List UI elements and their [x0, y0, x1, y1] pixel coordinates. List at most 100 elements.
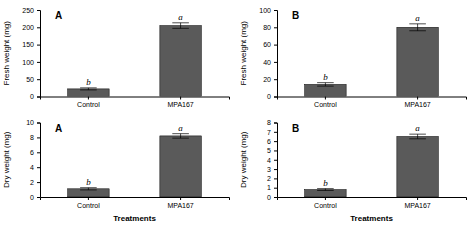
x-axis: ControlMPA167: [278, 197, 467, 209]
y-tick: 3: [267, 166, 277, 173]
marks: [305, 24, 439, 97]
y-tick-label: 20: [263, 76, 271, 83]
annotation: a: [415, 123, 420, 133]
y-tick-label: 4: [30, 164, 34, 171]
error-line: [180, 134, 181, 138]
error-cap: [172, 28, 189, 29]
error-line: [417, 134, 418, 139]
error-cap: [80, 187, 97, 188]
y-tick: 0: [30, 93, 40, 100]
annotation: b: [86, 77, 91, 87]
y-tick-mark: [274, 132, 277, 133]
panel: 012345678ControlMPA167baBDry weight (mg)…: [239, 119, 467, 223]
y-tick-mark: [274, 123, 277, 124]
y-axis-line: [274, 123, 278, 198]
y-tick-mark: [274, 197, 277, 198]
x-axis: Control MPA167: [41, 197, 230, 209]
figure: 050100150200250ControlMPA167baAFresh wei…: [0, 0, 474, 225]
y-tick: 2: [267, 175, 277, 182]
x-tick-mark: [325, 97, 326, 100]
y-tick-label: 7: [267, 129, 271, 136]
marks: [68, 23, 202, 97]
y-tick: 4: [267, 156, 277, 163]
y-tick: 20: [263, 76, 277, 83]
y-tick: 2: [30, 179, 40, 186]
y-tick-mark: [37, 62, 40, 63]
y-tick-mark: [37, 97, 40, 98]
y-tick: 0: [267, 194, 277, 201]
x-tick: Control: [77, 197, 100, 209]
error-cap: [409, 134, 426, 135]
error-line: [417, 24, 418, 31]
y-tick-mark: [37, 123, 40, 124]
y-tick-mark: [274, 27, 277, 28]
y-tick-mark: [274, 160, 277, 161]
x-tick-mark: [417, 197, 418, 200]
y-tick: 5: [267, 147, 277, 154]
y-tick-mark: [274, 178, 277, 179]
error-cap: [80, 87, 97, 88]
y-tick-label: 3: [267, 166, 271, 173]
y-tick-mark: [274, 79, 277, 80]
y-tick-label: 50: [26, 76, 34, 83]
y-tick-label: 40: [263, 59, 271, 66]
y-tick-label: 0: [267, 93, 271, 100]
y-tick-mark: [274, 97, 277, 98]
error-line: [325, 83, 326, 86]
error-cap: [317, 190, 334, 191]
x-tick-label: Control: [77, 101, 100, 108]
y-tick: 50: [26, 76, 40, 83]
y-tick-label: 60: [263, 41, 271, 48]
y-tick-mark: [274, 10, 277, 11]
y-tick: 1: [267, 184, 277, 191]
x-tick-label: MPA167: [167, 202, 193, 209]
bar: [68, 189, 109, 197]
y-tick-label: 5: [267, 147, 271, 154]
y-tick-mark: [274, 188, 277, 189]
y-tick: 80: [263, 24, 277, 31]
y-tick-mark: [37, 79, 40, 80]
y-tick-mark: [274, 62, 277, 63]
y-axis: 050100150200250: [22, 7, 40, 101]
y-axis-line: [37, 123, 41, 198]
error-cap: [172, 133, 189, 134]
x-tick-mark: [88, 197, 89, 200]
annotation: a: [178, 123, 183, 133]
x-tick: Control: [314, 197, 337, 209]
error-cap: [80, 189, 97, 190]
y-tick-label: 1: [267, 184, 271, 191]
y-tick-mark: [274, 141, 277, 142]
y-tick-mark: [274, 45, 277, 46]
marks: [305, 134, 439, 197]
x-tick-mark: [180, 97, 181, 100]
annotation: b: [86, 177, 91, 187]
y-tick-label: 6: [30, 149, 34, 156]
x-tick-label: Control: [314, 202, 337, 209]
error-cap: [317, 82, 334, 83]
error-bar: [317, 189, 334, 191]
y-tick: 200: [22, 24, 40, 31]
y-tick-mark: [37, 182, 40, 183]
y-axis: 0246810: [26, 119, 40, 200]
bar: [68, 89, 109, 97]
y-tick-label: 250: [22, 7, 34, 14]
y-tick: 7: [267, 129, 277, 136]
x-tick: MPA167: [167, 197, 193, 209]
x-tick: MPA167: [404, 97, 430, 109]
y-tick-mark: [37, 45, 40, 46]
x-axis-line: [41, 97, 230, 100]
error-cap: [172, 22, 189, 23]
x-axis-line: [41, 198, 230, 201]
x-tick: MPA167: [167, 97, 193, 109]
y-tick-mark: [274, 169, 277, 170]
error-bar: [80, 88, 97, 90]
y-tick-label: 100: [259, 7, 271, 14]
error-bar: [172, 23, 189, 29]
x-tick-mark: [325, 197, 326, 200]
x-axis-title: Treatments: [113, 214, 156, 223]
bar: [397, 136, 438, 197]
error-cap: [409, 30, 426, 31]
y-axis-line: [274, 11, 278, 98]
error-cap: [172, 138, 189, 139]
y-tick-label: 150: [22, 41, 34, 48]
